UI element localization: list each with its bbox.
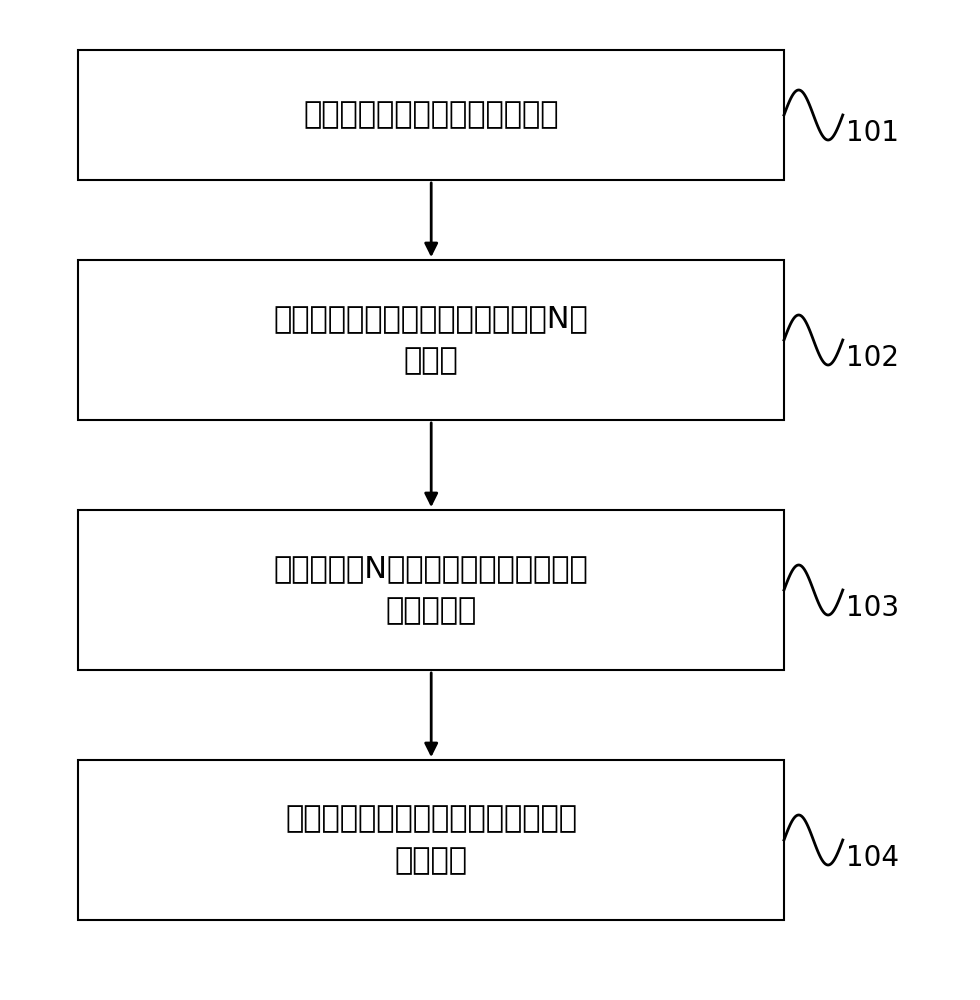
Text: 子程序: 子程序 (404, 347, 459, 376)
Text: 响应于第二输入，对目标子程序执行: 响应于第二输入，对目标子程序执行 (285, 804, 577, 834)
FancyBboxPatch shape (78, 510, 784, 670)
Text: 目标处理: 目标处理 (395, 846, 467, 876)
Text: 接收用户对N个子程序中的目标子程序: 接收用户对N个子程序中的目标子程序 (273, 554, 589, 583)
FancyBboxPatch shape (78, 260, 784, 420)
Text: 的第二输入: 的第二输入 (385, 596, 477, 626)
Text: 103: 103 (846, 594, 899, 622)
Text: 接收用户对第一程序的第一输入: 接收用户对第一程序的第一输入 (304, 101, 559, 129)
Text: 101: 101 (846, 119, 899, 147)
Text: 响应于第一输入，显示第一程序的N个: 响应于第一输入，显示第一程序的N个 (273, 305, 589, 334)
FancyBboxPatch shape (78, 760, 784, 920)
FancyBboxPatch shape (78, 50, 784, 180)
Text: 102: 102 (846, 344, 899, 372)
Text: 104: 104 (846, 844, 899, 872)
